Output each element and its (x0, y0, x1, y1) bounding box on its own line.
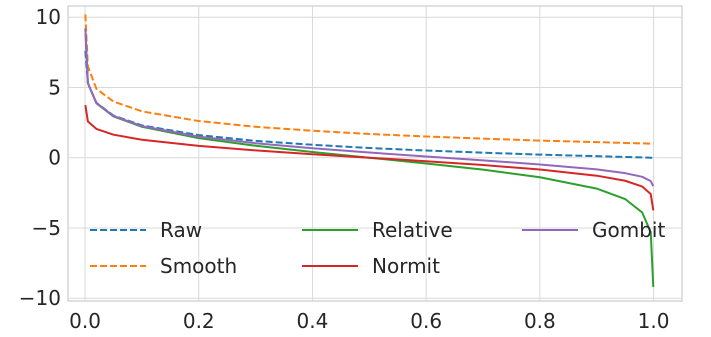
legend: Raw Smooth Relative Normit Gombit (90, 218, 665, 278)
legend-label: Relative (372, 218, 453, 242)
x-tick-label: 0.2 (183, 309, 215, 333)
legend-label: Normit (372, 254, 440, 278)
legend-label: Gombit (592, 218, 665, 242)
legend-label: Raw (160, 218, 202, 242)
x-tick-label: 0.4 (297, 309, 329, 333)
x-tick-label: 0.0 (69, 309, 101, 333)
legend-item-normit: Normit (302, 254, 440, 278)
y-tick-label: 10 (36, 5, 61, 29)
y-tick-label: −5 (32, 216, 61, 240)
series-line-normit (84, 104, 655, 211)
legend-item-smooth: Smooth (90, 254, 237, 278)
y-tick-label: 0 (48, 146, 61, 170)
x-tick-label: 1.0 (638, 309, 670, 333)
series-line-gombit (84, 28, 655, 187)
x-tick-label: 0.6 (410, 309, 442, 333)
y-tick-label: 5 (48, 75, 61, 99)
x-tick-label: 0.8 (524, 309, 556, 333)
legend-item-relative: Relative (302, 218, 453, 242)
series-line-smooth (84, 14, 654, 145)
y-tick-label: −10 (19, 286, 61, 310)
y-tick-labels: −10 −5 0 5 10 (19, 5, 61, 310)
legend-label: Smooth (160, 254, 237, 278)
series-line-raw (84, 50, 654, 159)
legend-item-raw: Raw (90, 218, 202, 242)
series-layer (84, 14, 655, 287)
x-tick-labels: 0.0 0.2 0.4 0.6 0.8 1.0 (69, 309, 669, 333)
legend-item-gombit: Gombit (522, 218, 665, 242)
